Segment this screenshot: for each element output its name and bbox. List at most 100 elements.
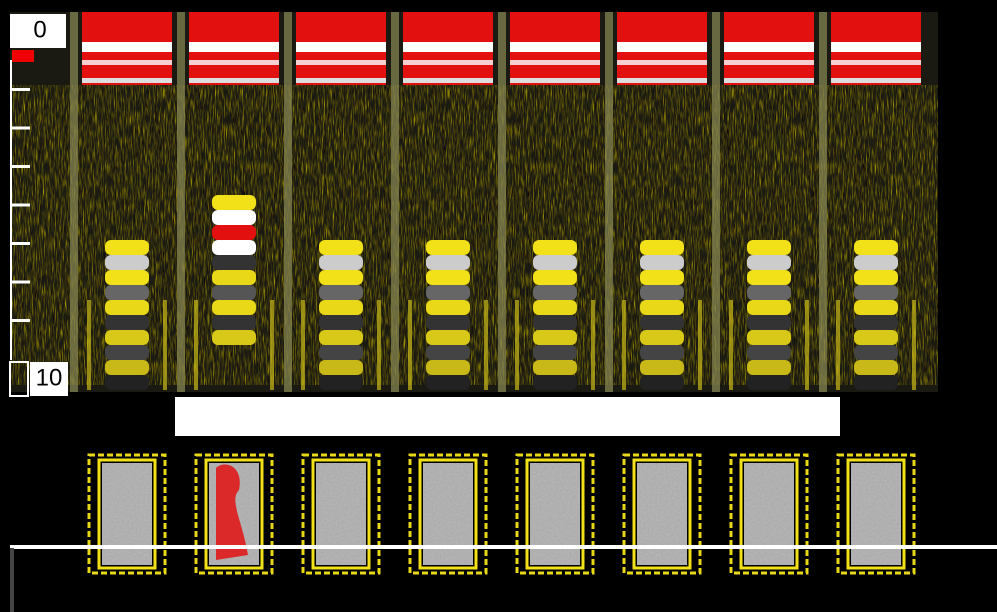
divider	[498, 12, 506, 392]
scale-tick	[10, 242, 30, 245]
blob-band	[533, 270, 577, 285]
blob-band	[854, 330, 898, 345]
panel-grain	[851, 463, 901, 565]
blob-band	[747, 240, 791, 255]
blob-band	[319, 240, 363, 255]
blob-band	[533, 300, 577, 315]
blob-band	[640, 345, 684, 360]
blob-band	[426, 300, 470, 315]
side-mark	[698, 300, 702, 390]
blob-band	[319, 360, 363, 375]
blob-band	[426, 240, 470, 255]
blob-band	[212, 195, 256, 210]
side-mark	[912, 300, 916, 390]
panel-grain	[423, 463, 473, 565]
blob-band	[105, 240, 149, 255]
blob-band	[640, 315, 684, 330]
scale-label: 10	[36, 364, 63, 391]
blob-band	[854, 285, 898, 300]
top-band-stripe	[403, 60, 493, 65]
blob-band	[747, 270, 791, 285]
side-mark	[194, 300, 198, 390]
scale-spine	[10, 60, 12, 360]
top-band-stripe	[510, 42, 600, 52]
blob-band	[426, 375, 470, 390]
top-band-stripe	[189, 60, 279, 65]
blob-band	[105, 345, 149, 360]
top-band-stripe	[724, 60, 814, 65]
side-mark	[805, 300, 809, 390]
side-mark	[729, 300, 733, 390]
blob-band	[319, 300, 363, 315]
top-band-stripe	[510, 60, 600, 65]
blob-band	[640, 240, 684, 255]
top-band-stripe	[189, 78, 279, 83]
blob-band	[533, 255, 577, 270]
top-band-stripe	[403, 42, 493, 52]
blob-band	[212, 270, 256, 285]
scale-tick	[10, 204, 30, 207]
top-band-stripe	[82, 42, 172, 52]
divider	[284, 12, 292, 392]
blob-band	[640, 330, 684, 345]
blob-band	[319, 330, 363, 345]
blob-band	[533, 375, 577, 390]
divider	[712, 12, 720, 392]
blob-band	[854, 315, 898, 330]
blob-band	[212, 210, 256, 225]
top-band-stripe	[617, 42, 707, 52]
blob-band	[105, 300, 149, 315]
panel-grain	[530, 463, 580, 565]
blob-band	[747, 345, 791, 360]
blob-band	[105, 360, 149, 375]
blob-band	[426, 315, 470, 330]
panel-grain	[744, 463, 794, 565]
blob-band	[426, 285, 470, 300]
left-edge	[10, 548, 14, 612]
scale-tick	[10, 88, 30, 91]
blob-band	[747, 300, 791, 315]
top-band-stripe	[831, 42, 921, 52]
top-band-stripe	[617, 78, 707, 83]
blob-band	[640, 255, 684, 270]
blob-band	[640, 375, 684, 390]
blob-band	[747, 285, 791, 300]
scale-tick	[10, 319, 30, 322]
top-band-stripe	[510, 78, 600, 83]
top-band-stripe	[724, 78, 814, 83]
blob-band	[105, 330, 149, 345]
scale-label: 0	[33, 16, 46, 43]
blob-band	[212, 225, 256, 240]
top-band-stripe	[831, 78, 921, 83]
blob-band	[212, 330, 256, 345]
blob-band	[533, 315, 577, 330]
blob-band	[426, 330, 470, 345]
blob-band	[212, 285, 256, 300]
scale-tick	[10, 127, 30, 130]
blob-band	[747, 375, 791, 390]
speckle-region	[10, 85, 938, 385]
side-mark	[622, 300, 626, 390]
blob-band	[105, 270, 149, 285]
blob-band	[105, 315, 149, 330]
blob-band	[319, 255, 363, 270]
horizontal-line	[10, 545, 997, 549]
blob-band	[747, 255, 791, 270]
scale-tick	[10, 281, 30, 284]
side-mark	[301, 300, 305, 390]
panel-grain	[316, 463, 366, 565]
scale-tick	[10, 165, 30, 168]
edge-marker	[12, 50, 34, 62]
blob-band	[319, 375, 363, 390]
side-mark	[163, 300, 167, 390]
side-mark	[377, 300, 381, 390]
blob-band	[319, 315, 363, 330]
blob-band	[212, 300, 256, 315]
panel-grain	[637, 463, 687, 565]
top-band-stripe	[296, 78, 386, 83]
blob-band	[533, 240, 577, 255]
blob-band	[854, 270, 898, 285]
side-mark	[408, 300, 412, 390]
blob-band	[105, 285, 149, 300]
panel-grain	[102, 463, 152, 565]
